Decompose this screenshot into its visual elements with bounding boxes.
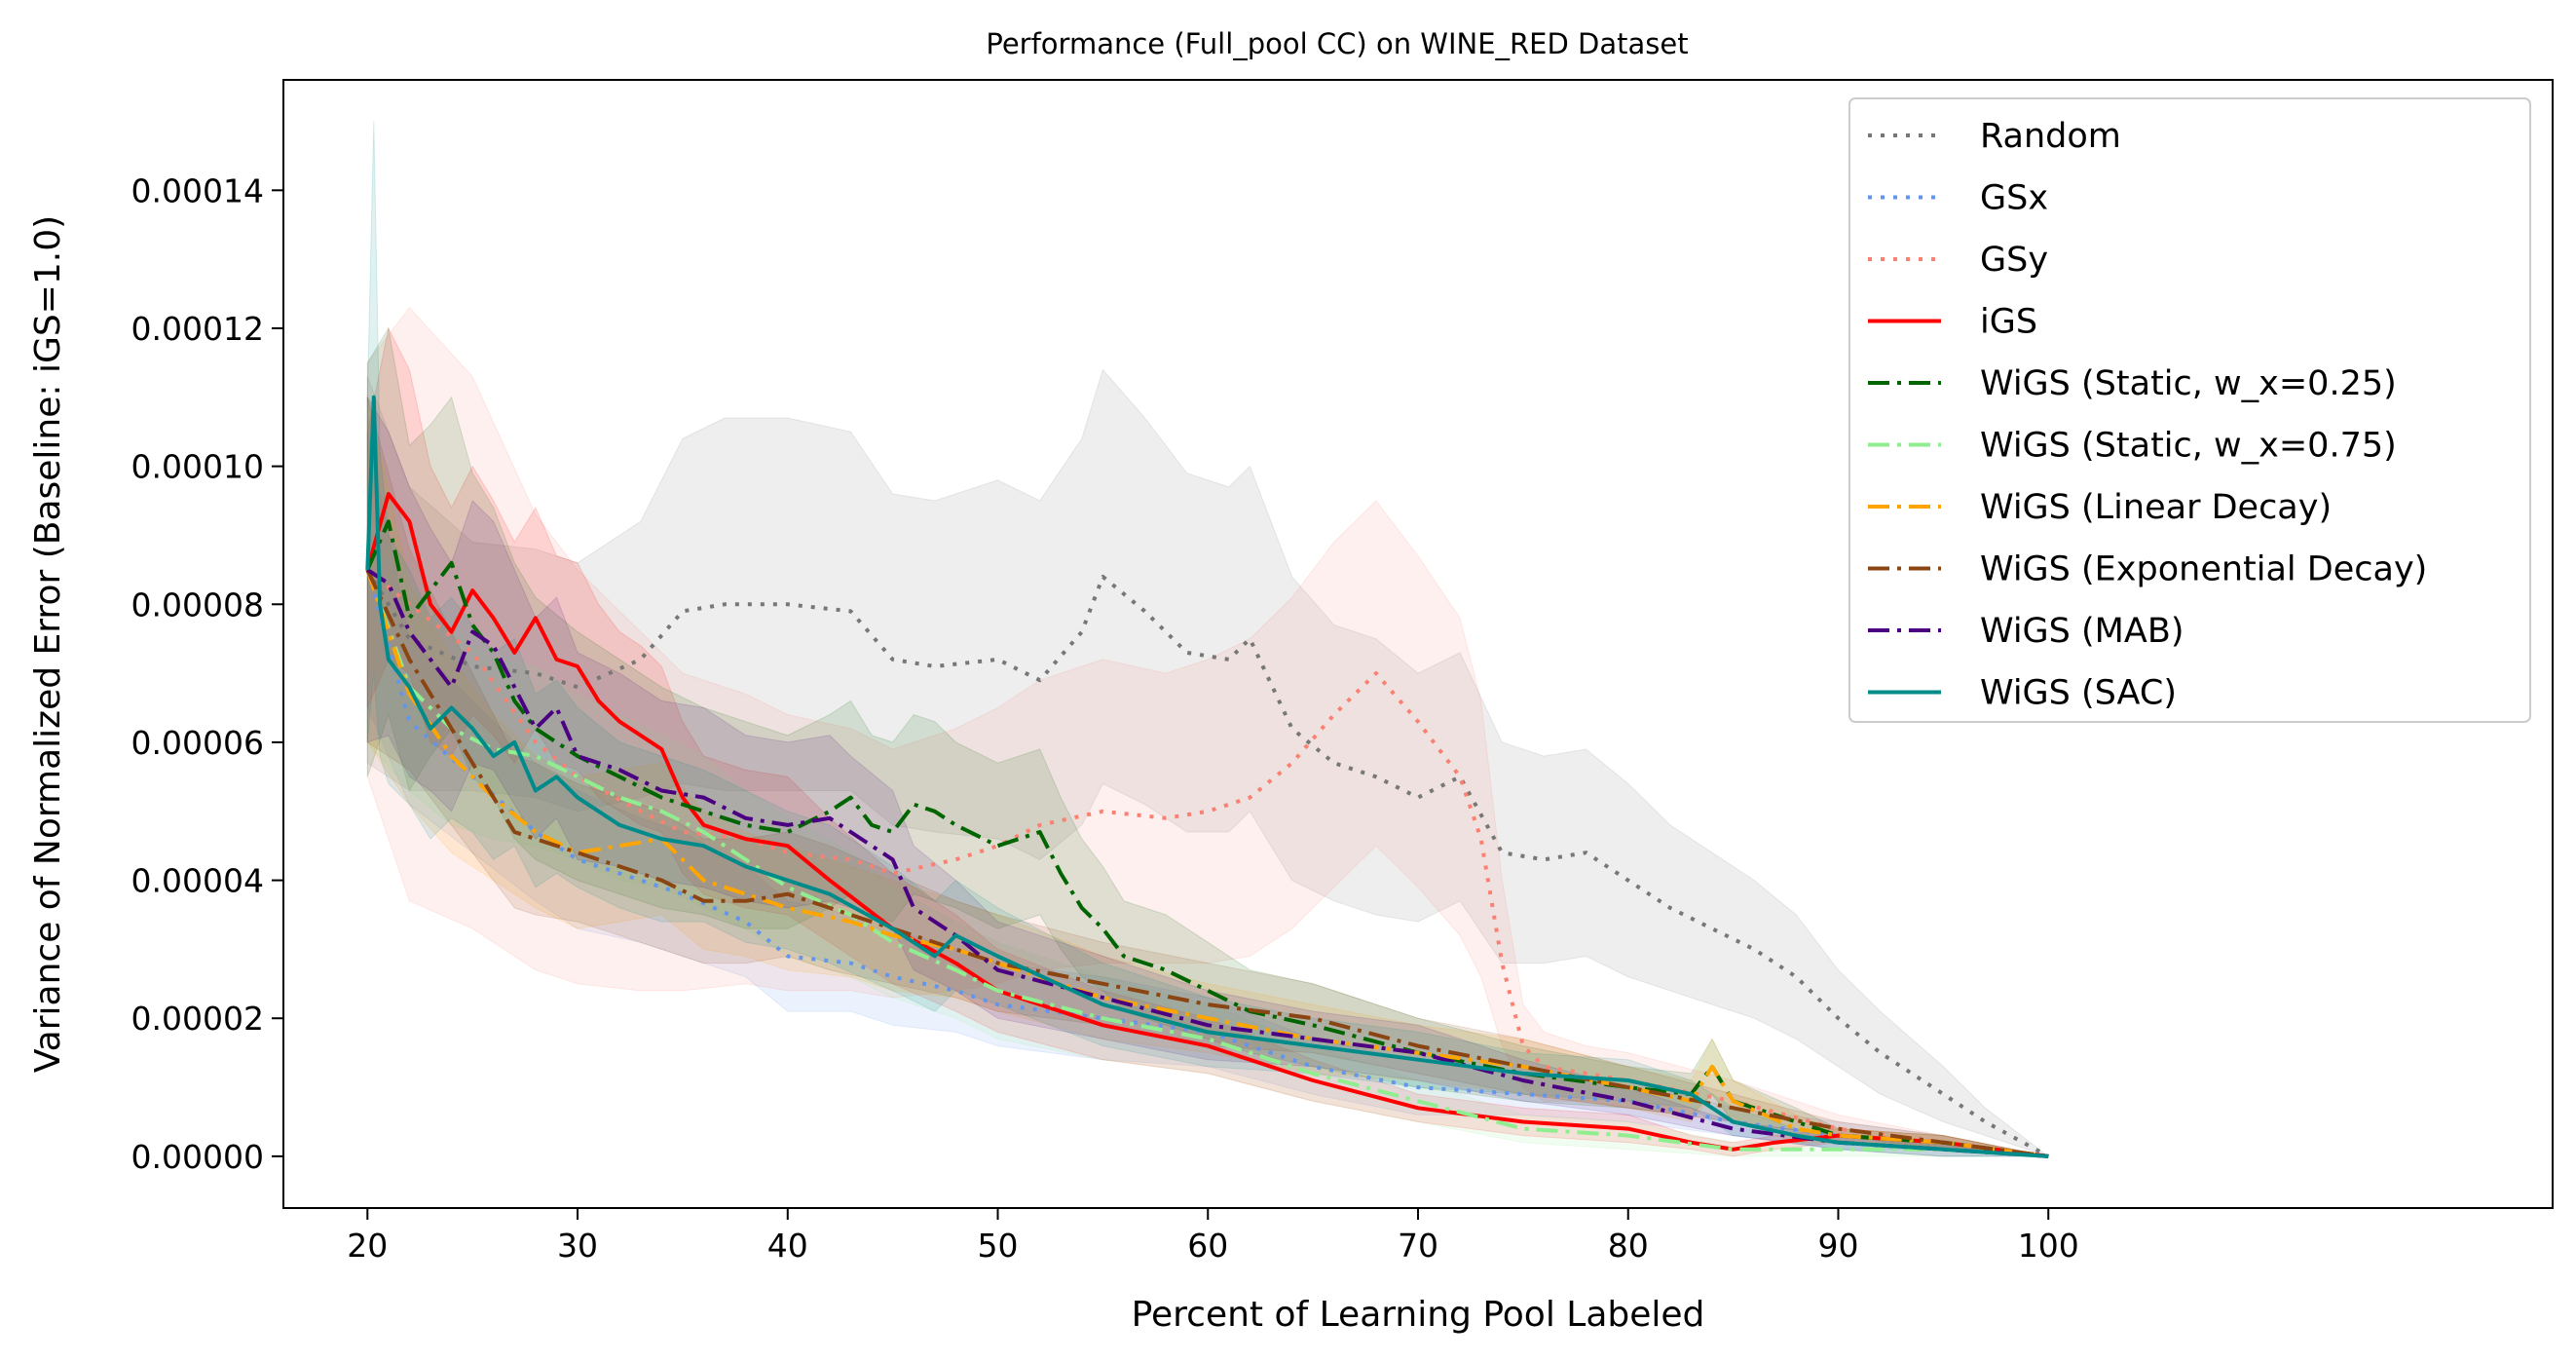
legend-item-wigs-exponential-decay: WiGS (Exponential Decay): [1868, 550, 2427, 589]
line-wigs-sac: [365, 395, 2049, 1158]
x-axis-ticks: 20 30 40 50 60 70 80 90 100: [347, 1208, 2079, 1265]
x-tick-label: 90: [1817, 1227, 1858, 1265]
series-lines: [365, 395, 2050, 1158]
y-axis-ticks: 0.00000 0.00002 0.00004 0.00006 0.00008 0.000…: [131, 171, 283, 1176]
line-wigs-static-w-x-0-75: [365, 569, 2049, 1158]
band-wigs-sac: [366, 121, 2049, 1157]
x-tick-label: 100: [2018, 1227, 2079, 1265]
legend-box: [1848, 97, 2531, 723]
legend-item-wigs-static-w-x-0-25: WiGS (Static, w_x=0.25): [1868, 364, 2397, 403]
legend-label: WiGS (Exponential Decay): [1980, 550, 2427, 589]
x-tick-label: 80: [1608, 1227, 1649, 1265]
line-wigs-static-w-x-0-25: [365, 519, 2049, 1158]
legend-label: WiGS (MAB): [1980, 612, 2184, 651]
legend-label: WiGS (Static, w_x=0.25): [1980, 364, 2397, 403]
y-tick-label: 0.00012: [131, 310, 264, 348]
legend-label: WiGS (Static, w_x=0.75): [1980, 427, 2397, 466]
y-tick-label: 0.00004: [131, 862, 264, 900]
legend-label: GSx: [1980, 179, 2048, 218]
legend-label: WiGS (Linear Decay): [1980, 488, 2332, 527]
band-random: [366, 368, 2049, 1157]
x-axis-label: Percent of Learning Pool Labeled: [1132, 1295, 1705, 1335]
x-tick-label: 40: [767, 1227, 808, 1265]
legend-item-gsy: GSy: [1868, 241, 2048, 280]
line-wigs-mab: [366, 568, 2049, 1158]
legend-item-wigs-mab: WiGS (MAB): [1868, 612, 2184, 651]
band-wigs-mab: [366, 396, 2049, 1157]
legend-item-random: Random: [1868, 117, 2121, 156]
plot-frame: [282, 79, 2554, 1209]
legend-item-wigs-sac: WiGS (SAC): [1868, 674, 2177, 713]
y-tick-label: 0.00014: [131, 171, 264, 209]
y-tick-label: 0.00002: [131, 1000, 264, 1038]
legend-item-gsx: GSx: [1868, 179, 2048, 218]
x-tick-label: 50: [978, 1227, 1019, 1265]
legend: Random GSx GSy iGS WiGS (Static, w_x=0.25) Wi…: [1848, 97, 2531, 723]
x-tick-label: 20: [347, 1227, 388, 1265]
confidence-bands: [366, 121, 2049, 1157]
y-tick-label: 0.00006: [131, 724, 264, 762]
chart-title: Performance (Full_pool CC) on WINE_RED D…: [986, 27, 1688, 60]
x-tick-label: 30: [557, 1227, 598, 1265]
legend-item-igs: iGS: [1868, 303, 2037, 342]
legend-item-wigs-linear-decay: WiGS (Linear Decay): [1868, 488, 2332, 527]
y-axis-label: Variance of Normalized Error (Baseline: …: [28, 215, 68, 1073]
line-gsy: [366, 568, 2049, 1158]
legend-label: WiGS (SAC): [1980, 674, 2177, 713]
x-tick-label: 70: [1398, 1227, 1438, 1265]
legend-label: iGS: [1980, 303, 2037, 342]
y-tick-label: 0.00010: [131, 448, 264, 486]
line-wigs-exponential-decay: [365, 569, 2049, 1158]
y-tick-label: 0.00008: [131, 586, 264, 624]
legend-item-wigs-static-w-x-0-75: WiGS (Static, w_x=0.75): [1868, 427, 2397, 466]
x-tick-label: 60: [1187, 1227, 1228, 1265]
y-tick-label: 0.00000: [131, 1138, 264, 1176]
legend-label: GSy: [1980, 241, 2048, 280]
legend-label: Random: [1980, 117, 2121, 156]
line-igs: [365, 492, 2049, 1158]
